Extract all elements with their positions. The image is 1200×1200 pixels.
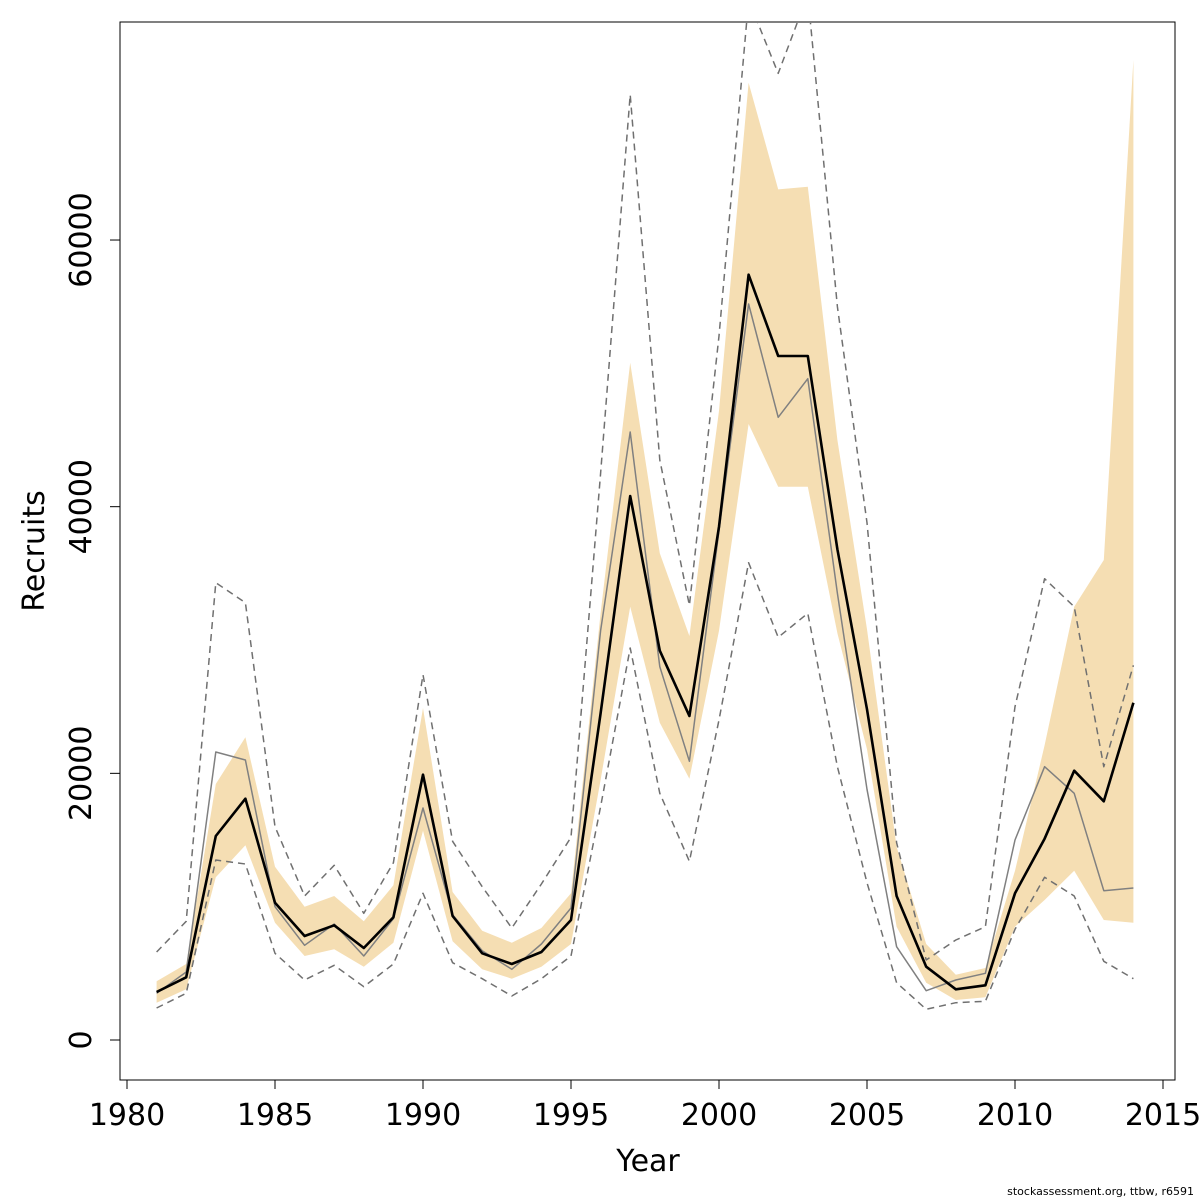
- x-tick-label: 2010: [977, 1098, 1053, 1133]
- x-axis: 1980 1985 1990 1995 2000 2005 2010 2015: [89, 1079, 1200, 1133]
- upper-dashed-line: [156, 23, 1135, 961]
- y-tick-label: 40000: [64, 459, 99, 554]
- x-tick-label: 2005: [829, 1098, 905, 1133]
- series-layer: [156, 23, 1135, 1011]
- x-tick-label: 1995: [533, 1098, 609, 1133]
- y-axis-label: Recruits: [17, 490, 52, 612]
- x-axis-label: Year: [615, 1144, 680, 1179]
- y-tick-label: 20000: [64, 726, 99, 821]
- credit-text: stockassessment.org, ttbw, r6591: [1007, 1185, 1194, 1198]
- y-tick-label: 0: [64, 1030, 99, 1049]
- x-tick-label: 2015: [1125, 1098, 1200, 1133]
- x-tick-label: 1980: [89, 1098, 165, 1133]
- x-tick-label: 1990: [385, 1098, 461, 1133]
- estimate-line: [156, 273, 1135, 994]
- y-tick-label: 60000: [64, 192, 99, 287]
- x-tick-label: 1985: [237, 1098, 313, 1133]
- confidence-band: [156, 60, 1134, 1003]
- alternate-estimate-line: [156, 303, 1134, 994]
- x-tick-label: 2000: [681, 1098, 757, 1133]
- lower-dashed-line: [156, 561, 1134, 1011]
- y-axis: 0 20000 40000 60000: [64, 192, 121, 1050]
- confidence-band-layer: [156, 60, 1134, 1003]
